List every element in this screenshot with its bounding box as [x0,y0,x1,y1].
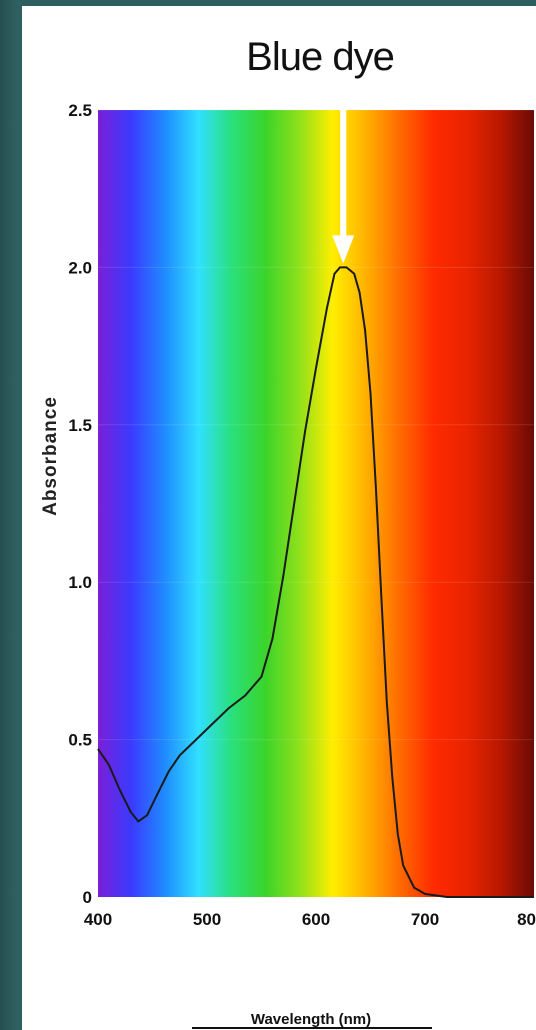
arrow-head [332,235,355,264]
chart-panel: Blue dye 0 0.5 1.0 1.5 2.0 2.5 400 500 600 700 80… [22,6,536,1030]
x-tick-label: 600 [302,910,330,929]
y-axis-label: Absorbance [40,396,61,516]
grid-lines [98,109,534,741]
x-tick-labels: 400 500 600 700 80 [84,910,536,929]
y-tick-labels: 0 0.5 1.0 1.5 2.0 2.5 [68,101,92,907]
y-tick-label: 1.0 [68,573,92,592]
absorbance-curve [97,266,534,898]
y-tick-label: 1.5 [68,416,92,435]
y-tick-label: 2.0 [68,258,92,277]
chart-title: Blue dye [246,35,394,79]
x-tick-label: 500 [193,910,221,929]
peak-arrow [332,102,355,264]
spectrum-background [98,110,534,897]
y-tick-label: 2.5 [68,101,92,120]
x-tick-label: 80 [517,910,536,929]
x-axis-label: Wavelength (nm) [251,1011,371,1028]
x-tick-label: 700 [411,910,439,929]
y-tick-label: 0.5 [68,731,92,750]
x-tick-label: 400 [84,910,112,929]
y-tick-label: 0 [83,888,92,907]
absorbance-chart: Blue dye 0 0.5 1.0 1.5 2.0 2.5 400 500 600 700 80… [40,35,536,1029]
